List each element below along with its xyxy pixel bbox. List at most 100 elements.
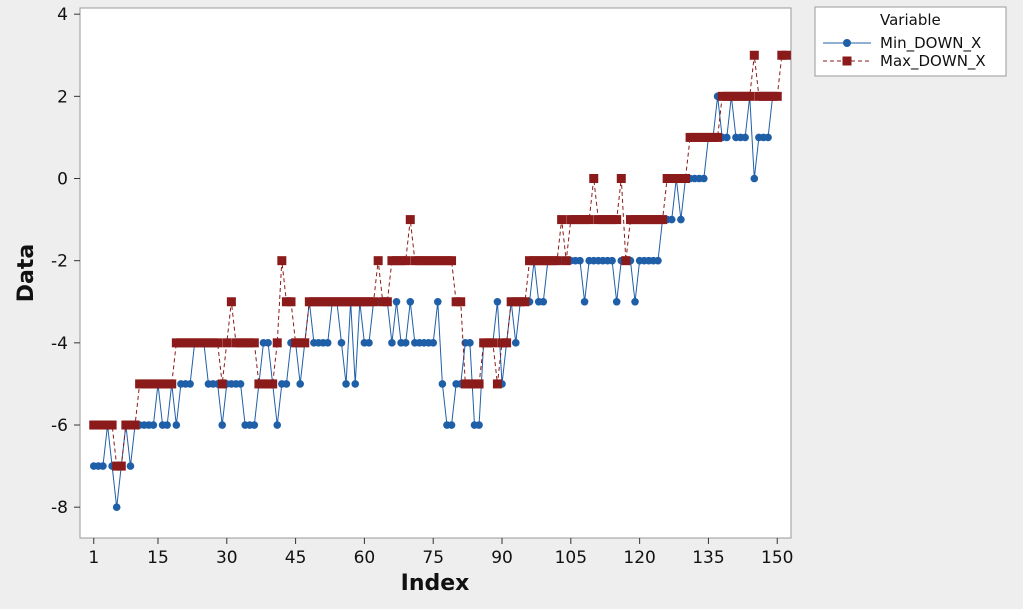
data-point bbox=[410, 256, 420, 266]
data-point bbox=[112, 503, 121, 511]
data-point bbox=[749, 50, 759, 60]
data-point bbox=[726, 91, 736, 101]
x-tick-label: 75 bbox=[422, 548, 444, 568]
data-point bbox=[355, 297, 365, 307]
data-point bbox=[401, 339, 410, 347]
data-point bbox=[296, 380, 304, 388]
data-point bbox=[89, 420, 99, 430]
data-point bbox=[365, 339, 373, 347]
data-point bbox=[144, 379, 154, 389]
data-point bbox=[378, 297, 388, 307]
data-point bbox=[236, 380, 245, 388]
data-point bbox=[488, 338, 498, 348]
data-point bbox=[466, 339, 474, 347]
x-tick-label: 90 bbox=[491, 548, 513, 568]
data-point bbox=[149, 421, 158, 429]
data-point bbox=[722, 91, 732, 101]
data-point bbox=[203, 338, 213, 348]
data-point bbox=[525, 256, 535, 266]
data-point bbox=[213, 338, 223, 348]
legend-title: Variable bbox=[880, 11, 941, 29]
data-point bbox=[387, 256, 397, 266]
data-point bbox=[589, 174, 599, 184]
data-point bbox=[557, 215, 567, 225]
data-point bbox=[745, 91, 755, 101]
data-point bbox=[231, 338, 241, 348]
data-point bbox=[300, 338, 310, 348]
data-point bbox=[396, 256, 406, 266]
data-point bbox=[240, 338, 250, 348]
data-point bbox=[388, 339, 396, 347]
data-point bbox=[469, 379, 479, 389]
x-tick-label: 30 bbox=[216, 548, 238, 568]
data-point bbox=[625, 215, 635, 225]
data-point bbox=[539, 297, 548, 306]
data-point bbox=[218, 421, 226, 429]
data-point bbox=[250, 421, 259, 429]
data-point bbox=[286, 297, 296, 307]
data-point bbox=[323, 297, 333, 307]
data-point bbox=[277, 256, 287, 266]
data-point bbox=[332, 297, 342, 307]
data-point bbox=[534, 256, 544, 266]
data-point bbox=[699, 132, 709, 142]
data-point bbox=[194, 338, 204, 348]
data-point bbox=[414, 256, 424, 266]
series-Max_DOWN_X bbox=[89, 50, 791, 471]
data-point bbox=[570, 215, 580, 225]
data-point bbox=[538, 256, 548, 266]
data-point bbox=[731, 91, 741, 101]
data-point bbox=[181, 338, 191, 348]
data-point bbox=[607, 215, 617, 225]
data-point bbox=[497, 338, 507, 348]
data-point bbox=[736, 91, 746, 101]
data-point bbox=[126, 462, 135, 470]
data-point bbox=[208, 338, 218, 348]
data-point bbox=[662, 174, 672, 184]
data-point bbox=[304, 297, 314, 307]
data-point bbox=[475, 421, 483, 429]
data-point bbox=[671, 174, 681, 184]
data-point bbox=[442, 256, 452, 266]
data-point bbox=[465, 379, 475, 389]
data-point bbox=[186, 380, 194, 388]
data-point bbox=[245, 338, 255, 348]
data-point bbox=[575, 215, 585, 225]
data-point bbox=[741, 133, 749, 142]
data-point bbox=[764, 133, 772, 142]
data-point bbox=[460, 379, 470, 389]
x-axis-title: Index bbox=[401, 571, 470, 596]
data-point bbox=[346, 297, 356, 307]
data-point bbox=[740, 91, 750, 101]
data-point bbox=[456, 297, 466, 307]
data-point bbox=[635, 215, 645, 225]
data-point bbox=[680, 174, 690, 184]
data-point bbox=[282, 380, 291, 388]
data-point bbox=[419, 256, 429, 266]
data-point bbox=[364, 297, 374, 307]
data-point bbox=[281, 297, 291, 307]
data-point bbox=[612, 297, 621, 306]
data-point bbox=[401, 256, 411, 266]
data-point bbox=[373, 256, 383, 266]
data-point bbox=[158, 379, 168, 389]
data-point bbox=[639, 215, 649, 225]
data-point bbox=[217, 379, 227, 389]
data-point bbox=[272, 338, 282, 348]
data-point bbox=[648, 215, 658, 225]
data-point bbox=[438, 380, 447, 388]
data-point bbox=[667, 215, 676, 224]
data-point bbox=[676, 174, 686, 184]
legend-marker bbox=[842, 56, 852, 66]
y-tick-label: -6 bbox=[51, 416, 68, 436]
x-tick-label: 150 bbox=[761, 548, 793, 568]
data-point bbox=[667, 174, 677, 184]
data-point bbox=[327, 297, 337, 307]
data-point bbox=[479, 338, 489, 348]
data-point bbox=[529, 256, 539, 266]
y-tick-label: -4 bbox=[51, 334, 68, 354]
data-point bbox=[249, 338, 259, 348]
data-point bbox=[576, 256, 584, 265]
